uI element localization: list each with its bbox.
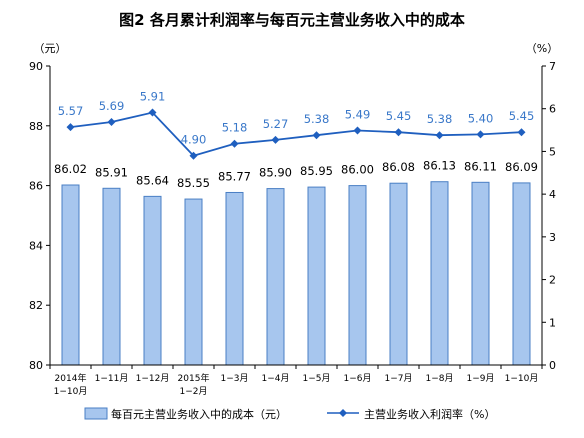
x-tick-label: 2014年 [55,372,87,384]
line-marker [107,117,116,126]
x-tick-label: 1−6月 [344,373,372,384]
legend-bar-label: 每百元主营业务收入中的成本（元） [111,407,287,421]
line-value-label: 5.18 [222,121,248,135]
left-axis-ticks: 80 82 84 86 88 90 [29,60,50,372]
line-marker [230,139,239,148]
bar [266,188,285,366]
right-tick-label: 1 [549,316,556,329]
line-marker [148,108,157,117]
x-tick-label: 1−8月 [426,373,454,384]
bar-value-label: 86.11 [464,159,497,173]
left-tick-label: 84 [29,239,43,252]
right-axis-ticks: 0 1 2 3 4 5 6 7 [542,60,556,372]
bar [225,191,244,366]
right-tick-label: 2 [549,274,556,287]
bar-value-label: 85.90 [259,166,292,180]
line-marker [189,151,198,160]
right-tick-label: 4 [549,188,556,201]
bar [389,182,408,366]
x-tick-label: 1−3月 [221,373,249,384]
bar-value-label: 86.08 [382,160,415,174]
line-marker [476,130,485,139]
line-value-label: 5.38 [427,112,453,126]
line-marker [435,131,444,140]
legend-line-marker [339,409,347,417]
legend-line-label: 主营业务收入利润率（%） [364,407,495,421]
left-tick-label: 88 [29,120,43,133]
bar [184,198,203,366]
bar-value-label: 85.95 [300,164,333,178]
right-tick-label: 3 [549,231,556,244]
right-tick-label: 6 [549,103,556,116]
line-value-label: 5.38 [304,112,330,126]
series-line [70,111,522,157]
line-value-label: 5.45 [509,109,535,123]
bar [61,184,80,366]
bar-data-labels: 86.02 85.91 85.64 85.55 85.77 85.90 85.95 86.00… [54,159,538,190]
left-tick-label: 82 [29,299,43,312]
line-value-label: 5.69 [99,99,125,113]
bar-value-label: 86.13 [423,159,456,173]
line-marker [312,131,321,140]
right-tick-label: 7 [549,60,556,73]
line-value-label: 4.90 [181,133,207,147]
x-tick-label: 1−4月 [262,373,290,384]
x-tick-label: 2015年 [178,372,210,384]
bar-value-label: 86.00 [341,163,374,177]
x-tick-label: 1−5月 [303,373,331,384]
line-marker [517,128,526,137]
line-series [66,108,526,160]
x-axis-ticks: 2014年 1−10月 1−11月 1−12月 2015年 1−2月 1−3月 1−4月 1−5… [49,365,543,397]
x-tick-label: 1−7月 [385,373,413,384]
line-marker [353,126,362,135]
right-tick-label: 5 [549,145,556,158]
bar-value-label: 85.77 [218,169,251,183]
bar [471,181,490,366]
left-axis-unit: （元） [34,42,67,55]
x-tick-label: 1−12月 [136,373,170,384]
left-tick-label: 86 [29,180,43,193]
bar [512,182,531,366]
bar-series [61,181,531,366]
x-tick-label: 1−2月 [180,386,208,397]
line-marker [394,128,403,137]
line-marker [66,123,75,132]
x-tick-label: 1−9月 [467,373,495,384]
x-tick-label: 1−10月 [505,373,539,384]
legend-bar-swatch [84,407,108,420]
bar [307,186,326,366]
line-value-label: 5.91 [140,90,166,104]
line-value-label: 5.40 [468,111,494,125]
line-value-label: 5.57 [58,104,84,118]
bar [348,185,367,366]
left-tick-label: 90 [29,60,43,73]
legend: 每百元主营业务收入中的成本（元） 主营业务收入利润率（%） [84,407,495,421]
bar-value-label: 85.64 [136,173,169,187]
x-tick-label: 1−10月 [54,386,88,397]
bar [430,181,449,366]
bar [102,187,121,366]
bar [143,195,162,366]
line-value-label: 5.49 [345,107,371,121]
bar-value-label: 86.02 [54,162,87,176]
right-tick-label: 0 [549,359,556,372]
right-axis-unit: （%） [526,42,558,55]
bar-value-label: 85.55 [177,176,210,190]
chart-title: 图2 各月累计利润率与每百元主营业务收入中的成本 [119,11,465,29]
bar-value-label: 85.91 [95,165,128,179]
line-value-label: 5.45 [386,109,412,123]
left-tick-label: 80 [29,359,43,372]
line-data-labels: 5.57 5.69 5.91 4.90 5.18 5.27 5.38 5.49 5.45 5.38… [58,90,535,147]
line-value-label: 5.27 [263,117,289,131]
x-tick-label: 1−11月 [95,373,129,384]
bar-value-label: 86.09 [505,160,538,174]
line-marker [271,135,280,144]
